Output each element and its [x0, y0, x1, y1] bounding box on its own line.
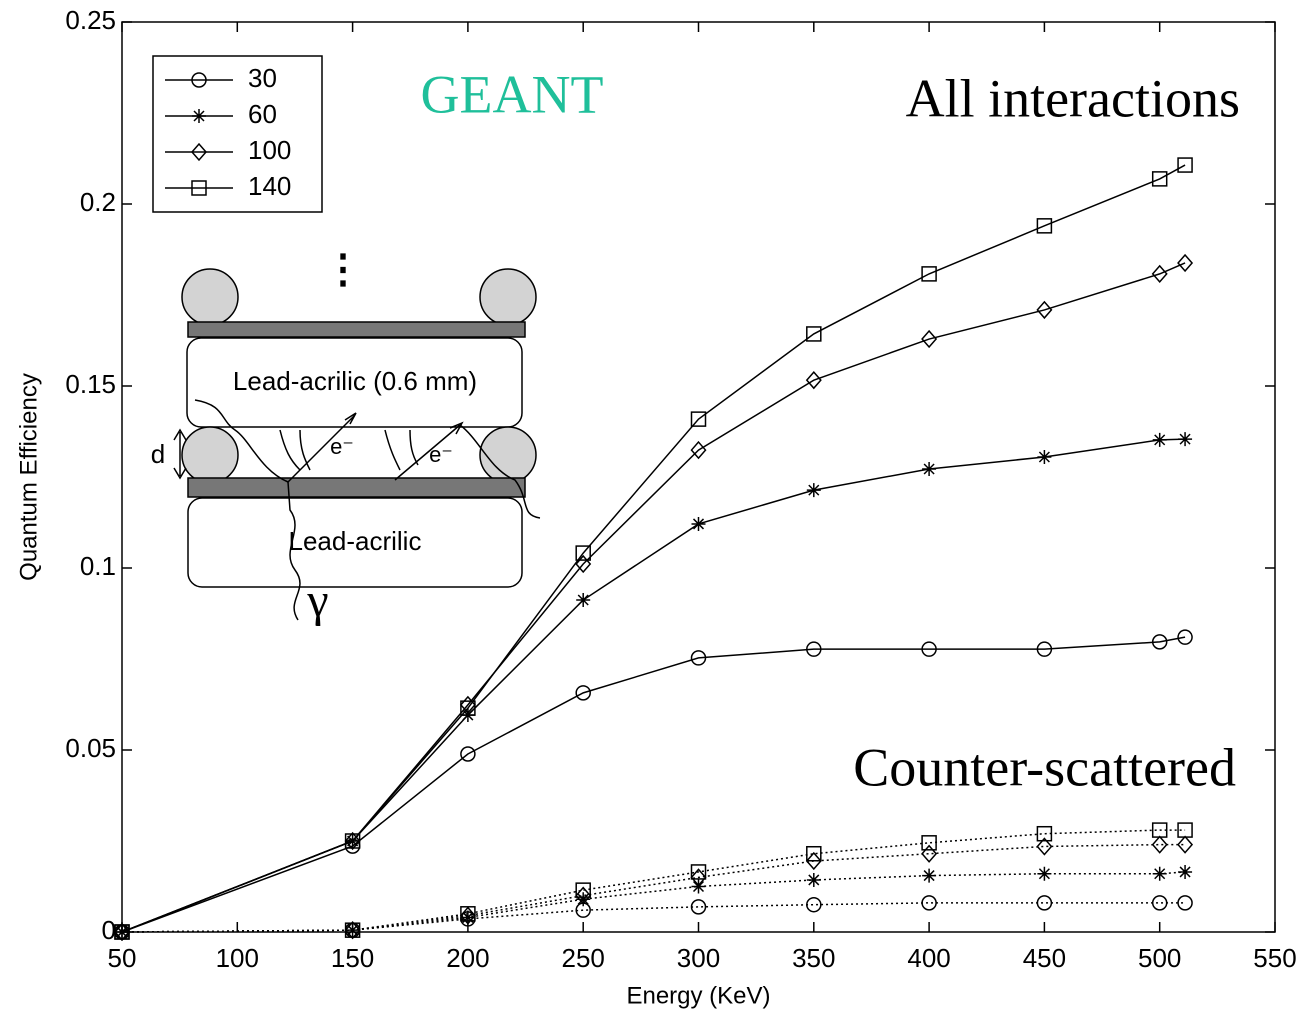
legend-label: 140 [248, 171, 291, 201]
marker [692, 900, 706, 914]
inset-label: ⋮ [323, 248, 363, 292]
inset-wire [480, 427, 536, 483]
inset-plate [188, 322, 525, 337]
inset-label: γ [306, 574, 328, 627]
inset-diagram [174, 269, 540, 620]
inset-wire [480, 269, 536, 325]
chart: Lead-acrilic (0.6 mm) Lead-acrilic d e⁻ … [0, 0, 1305, 1015]
legend-label: 100 [248, 135, 291, 165]
y-tick-label: 0.1 [80, 551, 116, 581]
series-line [122, 830, 1185, 932]
x-tick-label: 550 [1253, 943, 1296, 973]
marker [922, 462, 936, 476]
marker [1037, 450, 1051, 464]
x-tick-label: 400 [907, 943, 950, 973]
y-tick-label: 0.15 [65, 369, 116, 399]
x-axis-label: Energy (KeV) [626, 982, 770, 1009]
y-tick-label: 0.25 [65, 5, 116, 35]
marker [692, 517, 706, 531]
x-tick-label: 150 [331, 943, 374, 973]
x-tick-label: 100 [216, 943, 259, 973]
marker [1178, 865, 1192, 879]
inset-plate [188, 478, 525, 497]
legend-label: 60 [248, 99, 277, 129]
inset-label: e⁻ [429, 442, 453, 467]
inset-label: Lead-acrilic (0.6 mm) [233, 366, 477, 396]
annotation: Counter-scattered [853, 737, 1236, 797]
inset-wire [182, 427, 238, 483]
inset-label: Lead-acrilic [289, 526, 422, 556]
annotation: GEANT [421, 64, 604, 124]
marker [1037, 867, 1051, 881]
marker [1178, 432, 1192, 446]
x-tick-label: 200 [446, 943, 489, 973]
x-tick-label: 450 [1023, 943, 1066, 973]
inset-label: d [151, 439, 165, 469]
marker [576, 593, 590, 607]
marker [1153, 896, 1167, 910]
marker [807, 483, 821, 497]
marker [1037, 896, 1051, 910]
x-tick-label: 250 [562, 943, 605, 973]
inset-label: e⁻ [330, 434, 354, 459]
x-tick-label: 500 [1138, 943, 1181, 973]
inset-wire [182, 269, 238, 325]
marker [1178, 837, 1192, 853]
marker [922, 869, 936, 883]
y-tick-label: 0 [102, 915, 116, 945]
marker [1178, 896, 1192, 910]
marker [1153, 837, 1167, 853]
marker [1153, 867, 1167, 881]
legend-label: 30 [248, 63, 277, 93]
y-tick-label: 0.2 [80, 187, 116, 217]
marker [807, 873, 821, 887]
x-tick-label: 350 [792, 943, 835, 973]
series-line [122, 903, 1185, 932]
series-line [122, 845, 1185, 932]
x-tick-label: 300 [677, 943, 720, 973]
y-axis-label: Quantum Efficiency [15, 373, 42, 581]
annotation: All interactions [906, 68, 1240, 128]
y-tick-label: 0.05 [65, 733, 116, 763]
marker [922, 846, 936, 862]
marker [1153, 433, 1167, 447]
marker [807, 898, 821, 912]
x-tick-label: 50 [108, 943, 137, 973]
series-line [122, 872, 1185, 932]
legend-marker [192, 109, 206, 123]
marker [922, 896, 936, 910]
marker [922, 836, 936, 850]
